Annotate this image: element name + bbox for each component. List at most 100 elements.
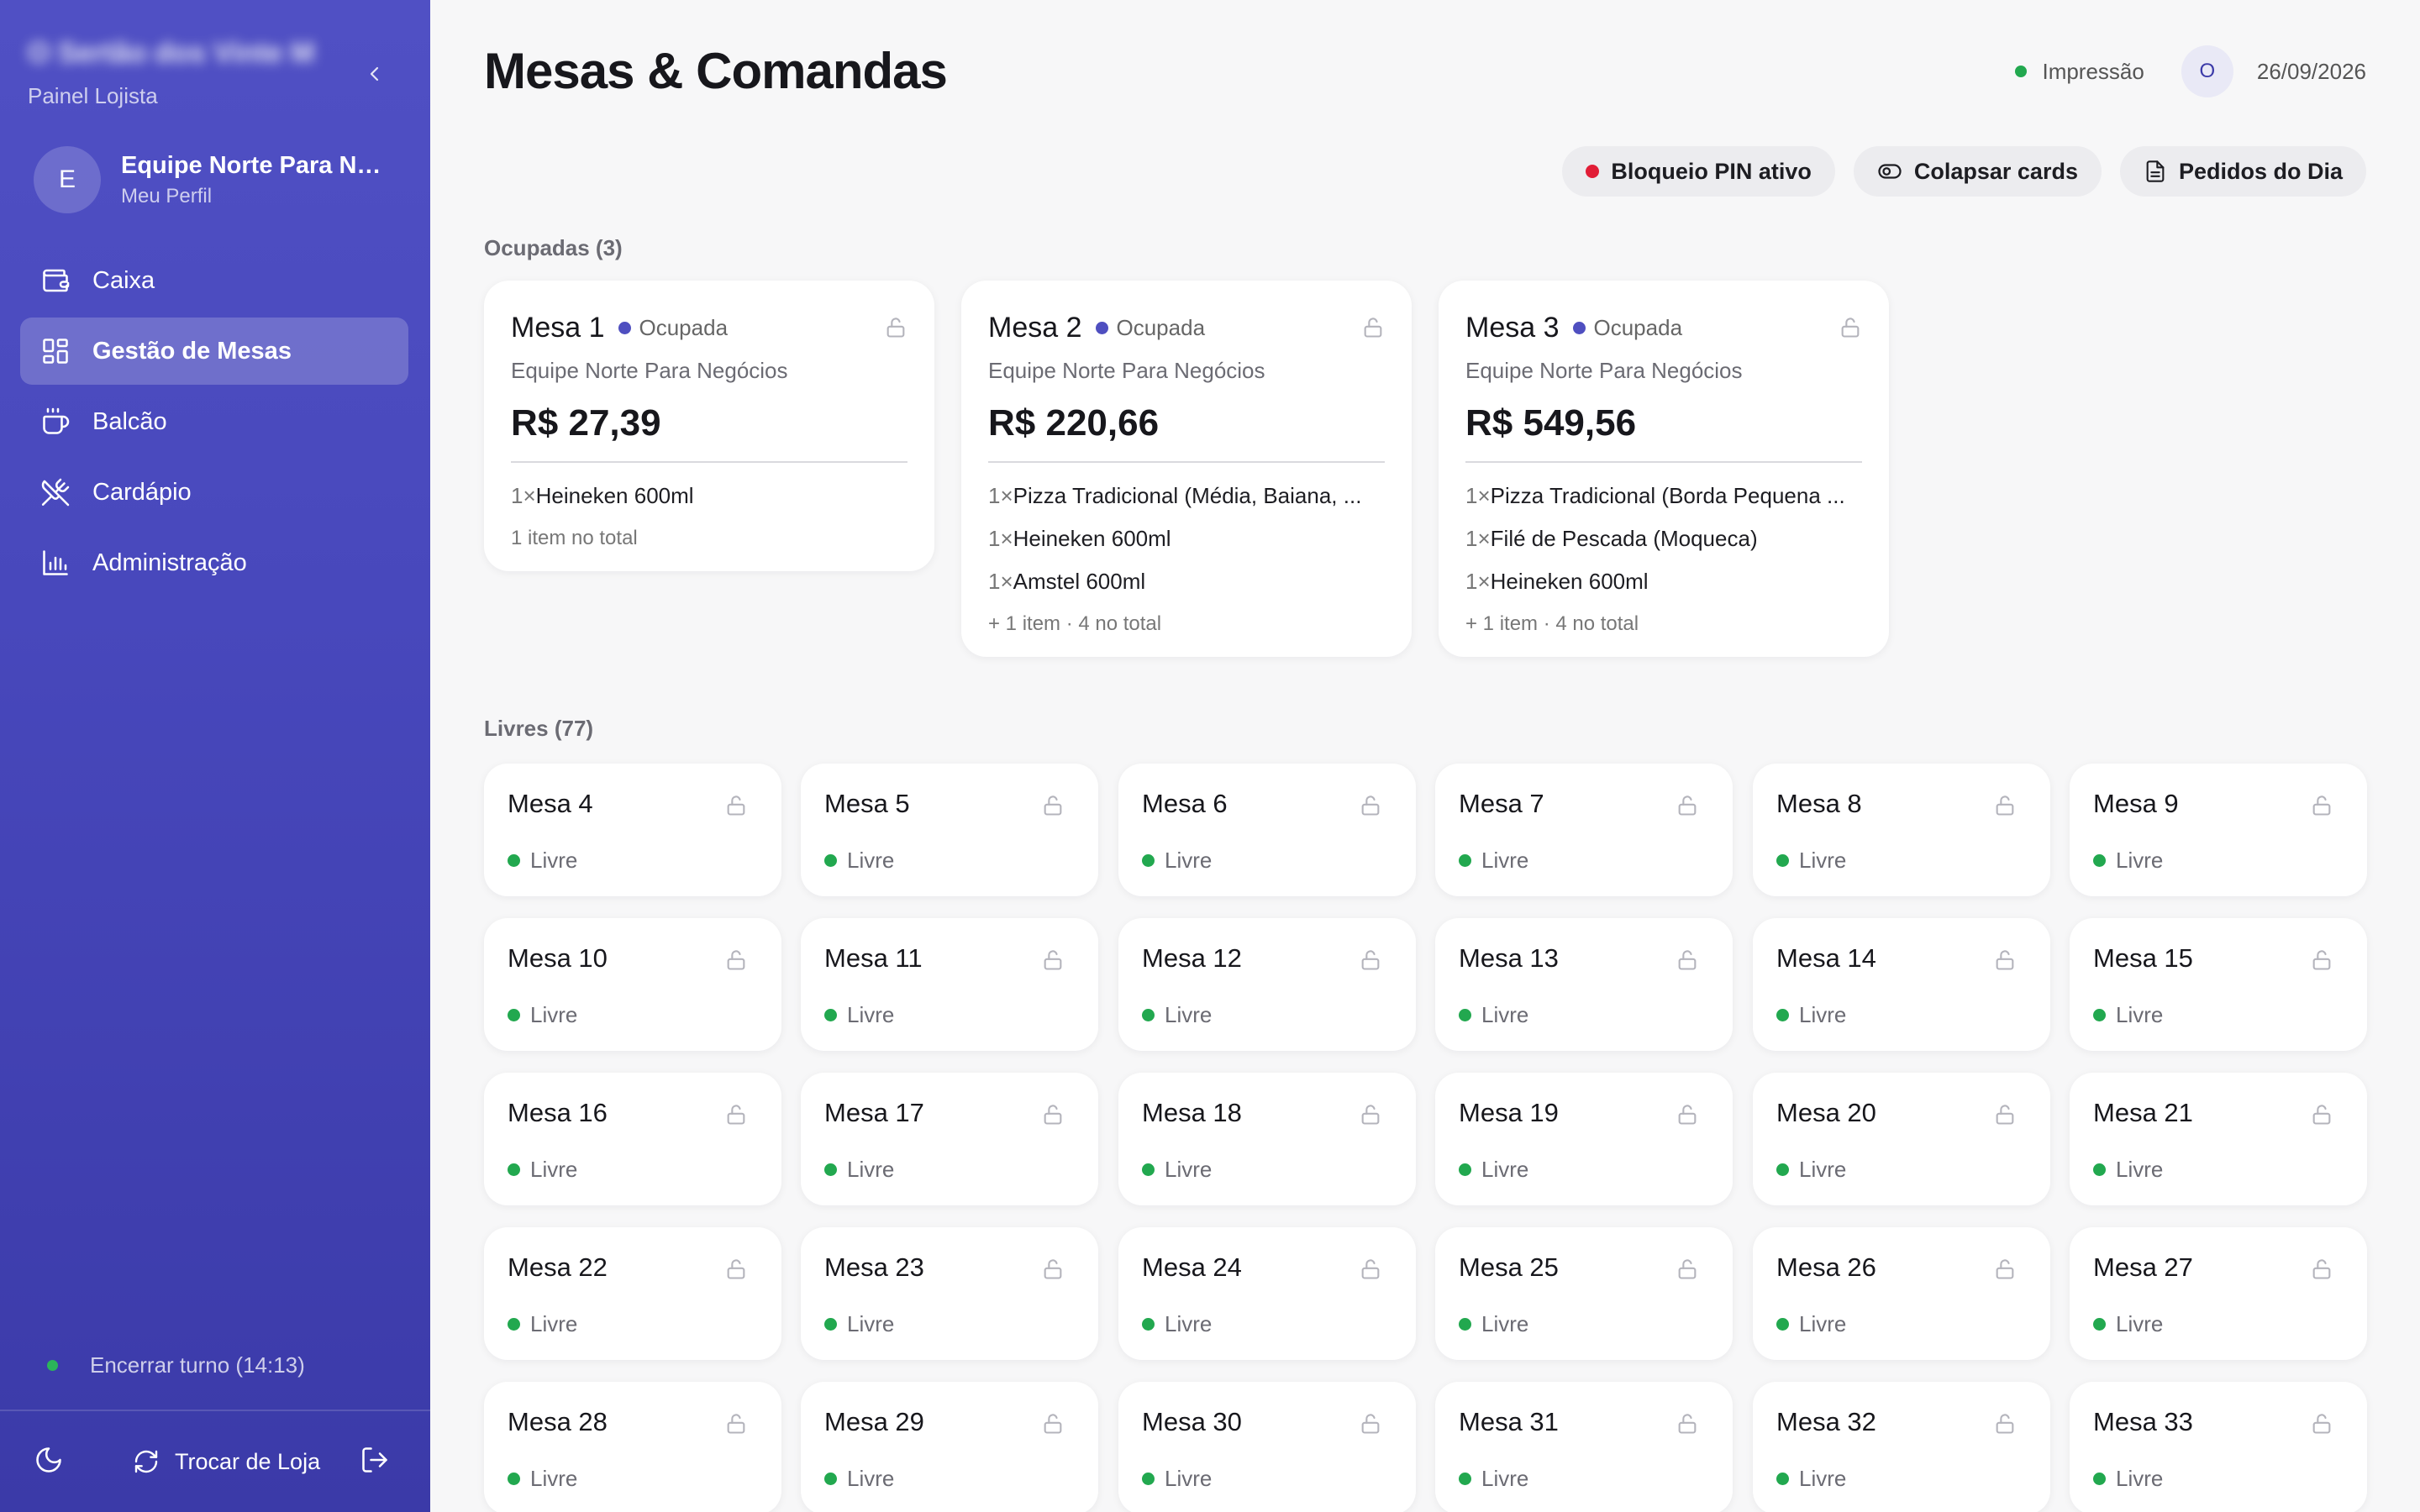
lock-open-icon[interactable] — [1993, 948, 2017, 972]
lock-open-icon[interactable] — [2310, 794, 2333, 817]
sidebar-item-balcao[interactable]: Balcão — [20, 388, 408, 455]
lock-open-icon[interactable] — [1359, 1103, 1382, 1126]
lock-open-icon[interactable] — [1359, 1412, 1382, 1436]
lock-open-icon[interactable] — [1839, 316, 1862, 339]
lock-open-icon[interactable] — [1993, 794, 2017, 817]
lock-open-icon[interactable] — [2310, 1412, 2333, 1436]
free-table-card[interactable]: Mesa 32 Livre — [1753, 1382, 2050, 1512]
end-shift-button[interactable]: Encerrar turno (14:13) — [47, 1352, 305, 1378]
lock-open-icon[interactable] — [2310, 1257, 2333, 1281]
free-table-card[interactable]: Mesa 23 Livre — [801, 1227, 1098, 1360]
lock-open-icon[interactable] — [1359, 948, 1382, 972]
theme-toggle-button[interactable] — [34, 1445, 67, 1478]
free-table-card[interactable]: Mesa 22 Livre — [484, 1227, 781, 1360]
order-item: 1×Heineken 600ml — [988, 517, 1385, 560]
free-table-card[interactable]: Mesa 21 Livre — [2070, 1073, 2367, 1205]
free-table-card[interactable]: Mesa 10 Livre — [484, 918, 781, 1051]
lock-open-icon[interactable] — [1041, 1412, 1065, 1436]
order-item: 1×Heineken 600ml — [1465, 560, 1862, 603]
table-status-label: Livre — [1165, 1311, 1213, 1336]
occupied-table-card[interactable]: Mesa 1 Ocupada Equipe Norte Para Negócios R… — [484, 281, 934, 571]
lock-open-icon[interactable] — [724, 1103, 748, 1126]
sidebar-item-gestao-de-mesas[interactable]: Gestão de Mesas — [20, 318, 408, 385]
eye-toggle-icon — [1878, 164, 1902, 179]
free-table-card[interactable]: Mesa 28 Livre — [484, 1382, 781, 1512]
profile-link[interactable]: E Equipe Norte Para Negócios Meu Perfil — [34, 146, 390, 213]
lock-open-icon[interactable] — [1361, 316, 1385, 339]
order-summary: 1 item no total — [511, 527, 638, 549]
free-table-card[interactable]: Mesa 27 Livre — [2070, 1227, 2367, 1360]
lock-open-icon[interactable] — [724, 948, 748, 972]
lock-open-icon[interactable] — [1041, 794, 1065, 817]
lock-open-icon[interactable] — [1041, 1103, 1065, 1126]
print-status[interactable]: Impressão — [2015, 59, 2144, 85]
order-item-name: Heineken 600ml — [1013, 526, 1171, 551]
sidebar-item-label: Caixa — [92, 266, 155, 294]
table-status-label: Livre — [2116, 1466, 2164, 1491]
main-content: Mesas & Comandas Impressão O 26/09/2026 … — [430, 0, 2420, 1512]
free-table-card[interactable]: Mesa 25 Livre — [1435, 1227, 1733, 1360]
free-table-card[interactable]: Mesa 12 Livre — [1118, 918, 1416, 1051]
pin-lock-button[interactable]: Bloqueio PIN ativo — [1562, 146, 1835, 197]
free-table-card[interactable]: Mesa 31 Livre — [1435, 1382, 1733, 1512]
lock-open-icon[interactable] — [1993, 1412, 2017, 1436]
switch-store-button[interactable]: Trocar de Loja — [133, 1445, 320, 1478]
lock-open-icon[interactable] — [1993, 1103, 2017, 1126]
card-divider — [1465, 461, 1862, 463]
sidebar-item-administracao[interactable]: Administração — [20, 529, 408, 596]
sidebar-divider — [0, 1410, 430, 1411]
user-avatar[interactable]: O — [2181, 45, 2233, 97]
lock-open-icon[interactable] — [1676, 948, 1699, 972]
free-table-card[interactable]: Mesa 19 Livre — [1435, 1073, 1733, 1205]
logout-button[interactable] — [360, 1445, 393, 1478]
collapse-sidebar-button[interactable] — [358, 57, 392, 91]
sidebar-item-cardapio[interactable]: Cardápio — [20, 459, 408, 526]
free-table-card[interactable]: Mesa 7 Livre — [1435, 764, 1733, 896]
free-table-card[interactable]: Mesa 5 Livre — [801, 764, 1098, 896]
lock-open-icon[interactable] — [2310, 1103, 2333, 1126]
free-table-card[interactable]: Mesa 9 Livre — [2070, 764, 2367, 896]
free-table-card[interactable]: Mesa 11 Livre — [801, 918, 1098, 1051]
free-table-card[interactable]: Mesa 26 Livre — [1753, 1227, 2050, 1360]
lock-open-icon[interactable] — [1676, 1103, 1699, 1126]
lock-open-icon[interactable] — [724, 1412, 748, 1436]
free-table-card[interactable]: Mesa 33 Livre — [2070, 1382, 2367, 1512]
lock-open-icon[interactable] — [1359, 1257, 1382, 1281]
lock-open-icon[interactable] — [724, 794, 748, 817]
table-name: Mesa 33 — [2093, 1407, 2193, 1436]
free-table-card[interactable]: Mesa 16 Livre — [484, 1073, 781, 1205]
free-table-card[interactable]: Mesa 18 Livre — [1118, 1073, 1416, 1205]
lock-open-icon[interactable] — [1993, 1257, 2017, 1281]
free-table-card[interactable]: Mesa 17 Livre — [801, 1073, 1098, 1205]
free-table-card[interactable]: Mesa 14 Livre — [1753, 918, 2050, 1051]
free-dot — [1776, 1163, 1789, 1176]
my-profile-label: Meu Perfil — [121, 184, 213, 207]
occupied-table-card[interactable]: Mesa 2 Ocupada Equipe Norte Para Negócios R… — [961, 281, 1412, 657]
lock-open-icon[interactable] — [724, 1257, 748, 1281]
lock-open-icon[interactable] — [1359, 794, 1382, 817]
lock-open-icon[interactable] — [1041, 948, 1065, 972]
collapse-cards-button[interactable]: Colapsar cards — [1853, 146, 2102, 197]
free-table-card[interactable]: Mesa 4 Livre — [484, 764, 781, 896]
lock-open-icon[interactable] — [1041, 1257, 1065, 1281]
free-table-card[interactable]: Mesa 8 Livre — [1753, 764, 2050, 896]
lock-open-icon[interactable] — [1676, 1412, 1699, 1436]
lock-open-icon[interactable] — [884, 316, 908, 339]
order-item-qty: 1× — [988, 569, 1013, 594]
table-team: Equipe Norte Para Negócios — [988, 358, 1265, 383]
occupied-table-card[interactable]: Mesa 3 Ocupada Equipe Norte Para Negócios R… — [1439, 281, 1889, 657]
free-table-card[interactable]: Mesa 6 Livre — [1118, 764, 1416, 896]
free-table-card[interactable]: Mesa 20 Livre — [1753, 1073, 2050, 1205]
daily-orders-button[interactable]: Pedidos do Dia — [2119, 146, 2366, 197]
lock-open-icon[interactable] — [1676, 794, 1699, 817]
free-table-card[interactable]: Mesa 24 Livre — [1118, 1227, 1416, 1360]
free-table-card[interactable]: Mesa 29 Livre — [801, 1382, 1098, 1512]
table-status: Ocupada — [618, 315, 728, 341]
table-name: Mesa 22 — [508, 1252, 608, 1282]
free-table-card[interactable]: Mesa 30 Livre — [1118, 1382, 1416, 1512]
free-table-card[interactable]: Mesa 13 Livre — [1435, 918, 1733, 1051]
lock-open-icon[interactable] — [1676, 1257, 1699, 1281]
sidebar-item-caixa[interactable]: Caixa — [20, 247, 408, 314]
lock-open-icon[interactable] — [2310, 948, 2333, 972]
free-table-card[interactable]: Mesa 15 Livre — [2070, 918, 2367, 1051]
